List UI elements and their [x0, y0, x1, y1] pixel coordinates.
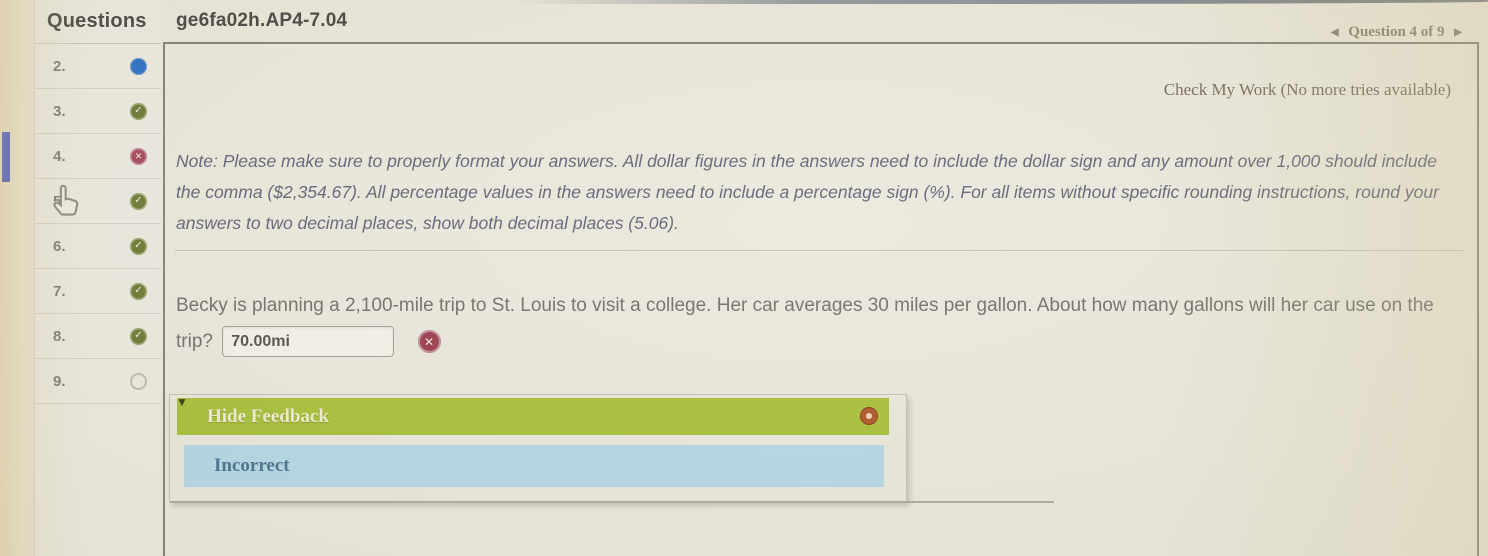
status-check-icon — [130, 327, 147, 345]
hide-feedback-label: Hide Feedback — [207, 405, 329, 427]
mouse-cursor-hand-icon — [53, 184, 79, 216]
question-number: 2. — [53, 57, 66, 75]
question-pager: ◀ Question 4 of 9 ▶ — [1331, 24, 1462, 41]
left-margin-strip — [0, 0, 35, 556]
screen-edge-shadow — [510, 0, 1488, 4]
question-body: Becky is planning a 2,100-mile trip to S… — [176, 288, 1464, 360]
sidebar-item-question-2[interactable]: 2. — [35, 44, 161, 89]
question-panel: Check My Work (No more tries available) … — [163, 42, 1479, 556]
assignment-title: ge6fa02h.AP4-7.04 — [176, 10, 348, 31]
question-number: 4. — [53, 147, 66, 165]
status-check-icon — [130, 282, 147, 300]
sidebar-title: Questions — [35, 0, 161, 44]
status-unanswered-icon — [130, 372, 147, 390]
status-current-icon — [130, 57, 147, 75]
status-incorrect-icon — [130, 147, 147, 165]
hide-feedback-toggle[interactable]: ▼ Hide Feedback — [176, 395, 889, 435]
question-number: 3. — [53, 102, 66, 120]
sidebar-item-question-9[interactable]: 9. — [35, 359, 161, 404]
question-text: Becky is planning a 2,100-mile trip to S… — [176, 295, 1434, 352]
formatting-note: Note: Please make sure to properly forma… — [176, 151, 1439, 233]
question-number: 6. — [53, 237, 66, 255]
sidebar-item-question-4[interactable]: 4. — [2, 132, 161, 182]
sidebar-item-question-5[interactable]: 5. — [35, 179, 161, 224]
status-check-icon — [130, 102, 147, 120]
question-number: 9. — [53, 372, 66, 390]
sidebar-item-question-8[interactable]: 8. — [35, 314, 161, 359]
status-check-icon — [130, 192, 147, 210]
sidebar-item-question-7[interactable]: 7. — [35, 269, 161, 314]
incorrect-answer-icon: ✕ — [417, 330, 441, 354]
question-number: 8. — [53, 327, 66, 345]
feedback-result-banner: Incorrect — [184, 445, 884, 487]
content-bottom-border — [170, 501, 1054, 503]
next-question-arrow-icon[interactable]: ▶ — [1454, 27, 1462, 38]
close-feedback-icon[interactable] — [861, 408, 877, 424]
feedback-panel: ▼ Hide Feedback Incorrect — [169, 394, 907, 502]
question-number: 7. — [53, 282, 66, 300]
divider — [175, 250, 1463, 251]
check-my-work-status: Check My Work (No more tries available) — [1163, 80, 1451, 99]
sidebar-item-question-3[interactable]: 3. — [35, 89, 161, 134]
questions-sidebar: Questions 2. 3. 4. 5. 6. 7. — [2, 0, 161, 556]
selected-question-indicator — [2, 132, 10, 182]
previous-question-arrow-icon[interactable]: ◀ — [1330, 27, 1339, 38]
sidebar-item-question-6[interactable]: 6. — [35, 224, 161, 269]
answer-input[interactable] — [222, 326, 395, 358]
question-pager-label: Question 4 of 9 — [1348, 24, 1445, 40]
status-check-icon — [130, 237, 147, 255]
caret-down-icon: ▼ — [176, 395, 188, 409]
